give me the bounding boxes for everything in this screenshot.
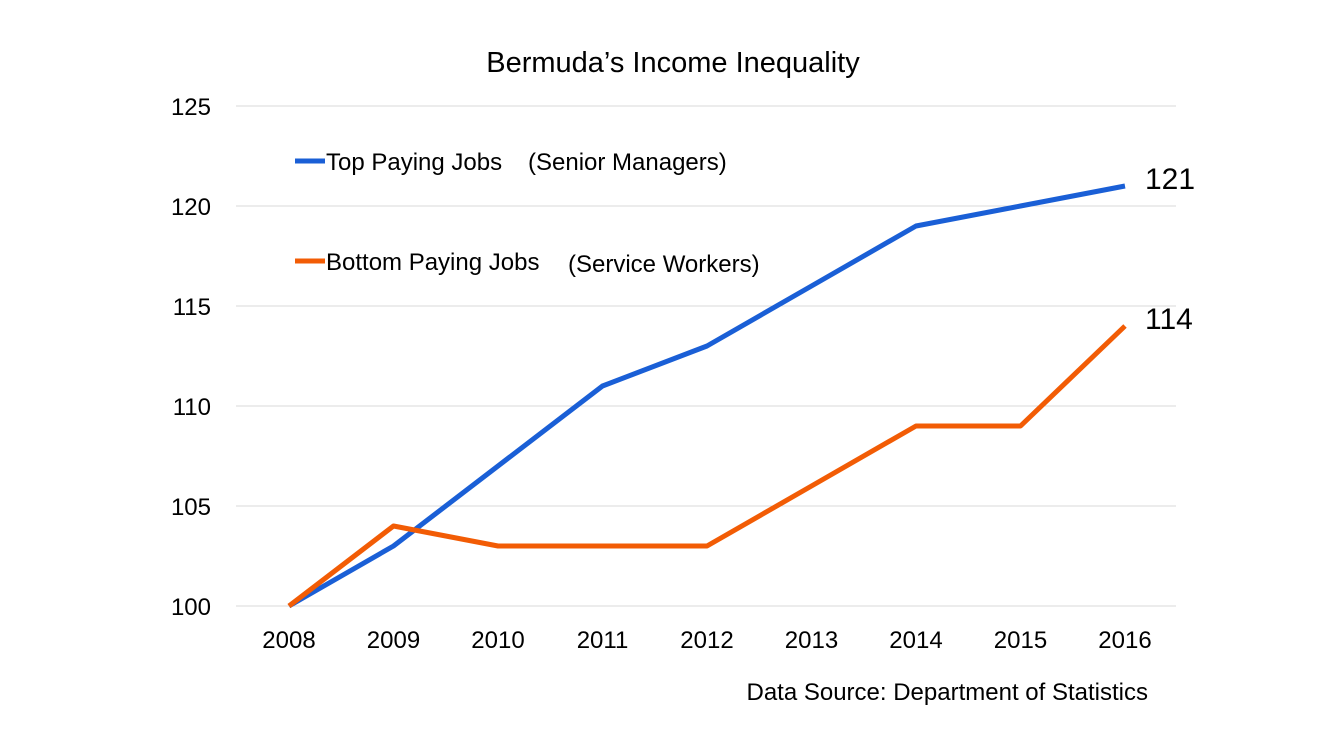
x-tick-label: 2010 bbox=[471, 627, 524, 654]
legend-label-bottom-paying-jobs: Bottom Paying Jobs bbox=[326, 249, 539, 276]
y-tick-label: 115 bbox=[173, 294, 211, 321]
y-tick-label: 120 bbox=[171, 194, 211, 221]
y-axis-tick-labels: 100 105 110 115 120 125 bbox=[171, 94, 211, 621]
x-tick-label: 2009 bbox=[367, 627, 420, 654]
legend: Top Paying Jobs (Senior Managers) Bottom… bbox=[295, 149, 760, 278]
legend-sublabel-senior-managers: (Senior Managers) bbox=[528, 149, 727, 176]
y-tick-label: 100 bbox=[171, 594, 211, 621]
end-label-series-0: 121 bbox=[1145, 163, 1195, 196]
legend-label-top-paying-jobs: Top Paying Jobs bbox=[326, 149, 502, 176]
end-label-series-1: 114 bbox=[1145, 303, 1193, 336]
series-lines bbox=[287, 183, 1127, 609]
x-tick-label: 2013 bbox=[785, 627, 838, 654]
y-tick-label: 125 bbox=[171, 94, 211, 121]
legend-sublabel-service-workers: (Service Workers) bbox=[568, 251, 760, 278]
series-end-labels: 121 114 bbox=[1145, 163, 1195, 336]
x-tick-label: 2016 bbox=[1098, 627, 1151, 654]
y-tick-label: 110 bbox=[173, 394, 211, 421]
chart-title: Bermuda’s Income Inequality bbox=[486, 47, 860, 79]
x-tick-label: 2014 bbox=[889, 627, 942, 654]
data-source-note: Data Source: Department of Statistics bbox=[746, 679, 1148, 706]
y-tick-label: 105 bbox=[171, 494, 211, 521]
x-tick-label: 2015 bbox=[994, 627, 1047, 654]
x-axis-tick-labels: 2008 2009 2010 2011 2012 2013 2014 2015 2016 bbox=[262, 627, 1151, 654]
x-tick-label: 2011 bbox=[577, 627, 629, 654]
series-line-1 bbox=[287, 324, 1127, 608]
series-line-0 bbox=[287, 183, 1126, 609]
x-tick-label: 2012 bbox=[680, 627, 733, 654]
x-tick-label: 2008 bbox=[262, 627, 315, 654]
gridlines bbox=[236, 105, 1176, 607]
